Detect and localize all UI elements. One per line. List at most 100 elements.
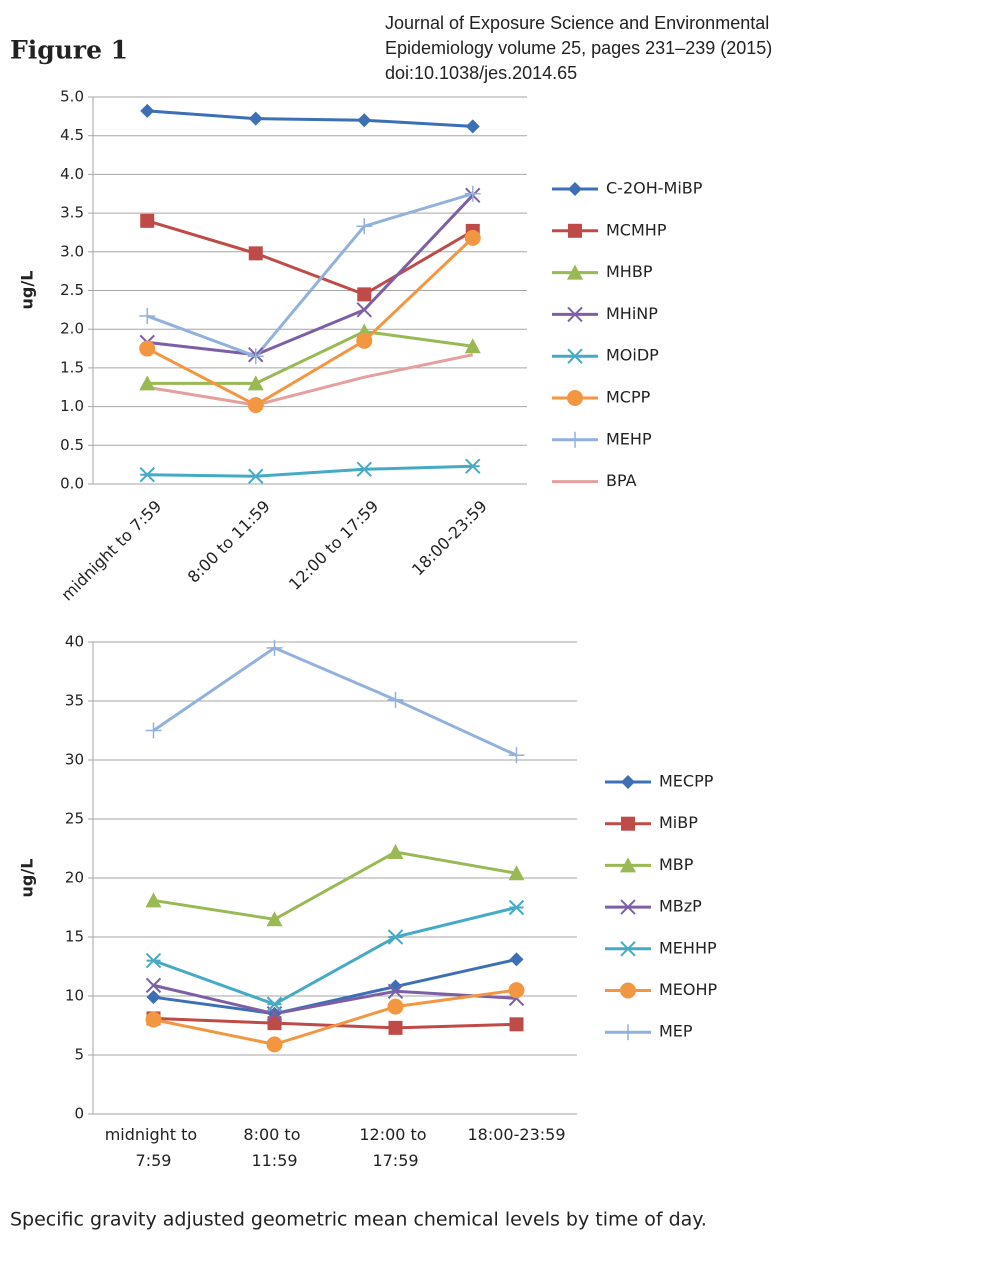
data-point <box>356 461 372 478</box>
y-tick-label: 5.0 <box>60 88 84 106</box>
data-point <box>388 979 403 994</box>
y-tick-label: 0.0 <box>60 475 84 493</box>
citation-line: doi:10.1038/jes.2014.65 <box>385 63 577 83</box>
legend-marker <box>568 182 582 196</box>
data-point <box>387 998 404 1015</box>
data-point <box>356 332 373 349</box>
y-tick-label: 2.5 <box>60 281 84 299</box>
legend-label: MiBP <box>659 813 698 832</box>
legend-label: MCMHP <box>606 220 667 239</box>
data-point <box>509 952 524 967</box>
data-point <box>247 348 264 365</box>
legend-marker <box>567 264 583 280</box>
x-tick-label: midnight to 7:59 <box>57 497 165 605</box>
x-tick-label: 8:00 to 11:59 <box>184 497 274 587</box>
legend-marker <box>620 857 636 873</box>
legend-marker <box>568 223 582 238</box>
data-point <box>139 467 155 483</box>
data-point <box>140 103 155 118</box>
data-point <box>508 899 525 916</box>
legend-marker <box>620 1024 636 1041</box>
y-axis-label: ug/L <box>18 271 37 310</box>
legend-marker <box>620 941 636 957</box>
series-line <box>152 646 518 757</box>
data-point <box>464 229 481 246</box>
y-tick-label: 5 <box>74 1046 84 1064</box>
data-point <box>357 287 372 302</box>
legend-marker <box>567 348 583 364</box>
data-point <box>387 844 404 860</box>
figure-label: Figure 1 <box>10 36 128 65</box>
x-tick-label: 12:00 to 17:59 <box>359 1125 431 1170</box>
legend-label: BPA <box>606 471 637 490</box>
y-tick-label: 0.5 <box>60 436 84 454</box>
y-tick-label: 3.0 <box>60 242 84 260</box>
data-point <box>508 747 525 764</box>
legend-label: C-2OH-MiBP <box>606 179 703 198</box>
y-tick-label: 1.5 <box>60 358 84 376</box>
series-line <box>153 957 517 1016</box>
x-tick-label: 12:00 to 17:59 <box>285 497 382 594</box>
data-point <box>145 892 162 908</box>
y-tick-label: 25 <box>65 810 84 828</box>
legend-marker <box>567 431 583 448</box>
y-tick-label: 20 <box>65 869 84 887</box>
data-point <box>267 1016 282 1031</box>
x-tick-label: 18:00-23:59 <box>408 497 491 580</box>
y-tick-label: 4.5 <box>60 126 84 144</box>
data-point <box>266 911 283 927</box>
legend-marker <box>567 306 583 323</box>
legend-label: MEP <box>659 1022 693 1041</box>
series-line <box>152 906 517 1006</box>
legend-label: MOiDP <box>606 346 659 365</box>
data-point <box>139 308 156 325</box>
data-point <box>266 639 283 656</box>
data-point <box>139 375 156 391</box>
series-line <box>146 219 474 297</box>
y-tick-label: 15 <box>65 928 84 946</box>
legend-label: MHBP <box>606 262 653 281</box>
data-point <box>140 213 155 228</box>
data-point <box>248 246 263 261</box>
data-point <box>387 983 404 999</box>
legend-label: MBzP <box>659 897 702 916</box>
legend-label: MEHHP <box>659 938 717 957</box>
x-tick-label: 18:00-23:59 <box>468 1125 566 1144</box>
data-point <box>255 405 256 406</box>
series-line <box>146 236 474 407</box>
series-line <box>153 988 517 1046</box>
y-tick-label: 35 <box>65 692 84 710</box>
data-point <box>387 929 404 945</box>
legend-marker <box>620 899 636 915</box>
data-point <box>146 990 161 1005</box>
y-axis-label: ug/L <box>18 859 37 898</box>
legend-marker <box>621 816 635 831</box>
legend-marker <box>575 481 576 482</box>
data-point <box>464 185 481 202</box>
data-point <box>145 1011 162 1028</box>
data-point <box>388 1020 403 1035</box>
legend-label: MHiNP <box>606 304 658 323</box>
data-point <box>266 996 283 1012</box>
legend-label: MBP <box>659 855 694 874</box>
data-point <box>248 111 263 126</box>
legend-marker <box>621 775 635 789</box>
caption: Specific gravity adjusted geometric mean… <box>10 1209 707 1231</box>
data-point <box>145 722 162 739</box>
data-point <box>247 397 264 414</box>
data-point <box>247 375 264 391</box>
data-point <box>387 691 404 708</box>
legend-label: MCPP <box>606 388 651 407</box>
data-point <box>508 982 525 999</box>
x-tick-label: midnight to 7:59 <box>105 1125 203 1170</box>
legend-label: MECPP <box>659 772 714 791</box>
citation-line: Journal of Exposure Science and Environm… <box>385 13 769 33</box>
data-point <box>509 1017 524 1032</box>
x-tick-label: 8:00 to 11:59 <box>243 1125 305 1170</box>
series-line <box>147 109 473 128</box>
series-line <box>147 353 474 407</box>
y-tick-label: 0 <box>74 1105 84 1123</box>
data-point <box>145 952 162 969</box>
y-tick-label: 1.0 <box>60 397 84 415</box>
